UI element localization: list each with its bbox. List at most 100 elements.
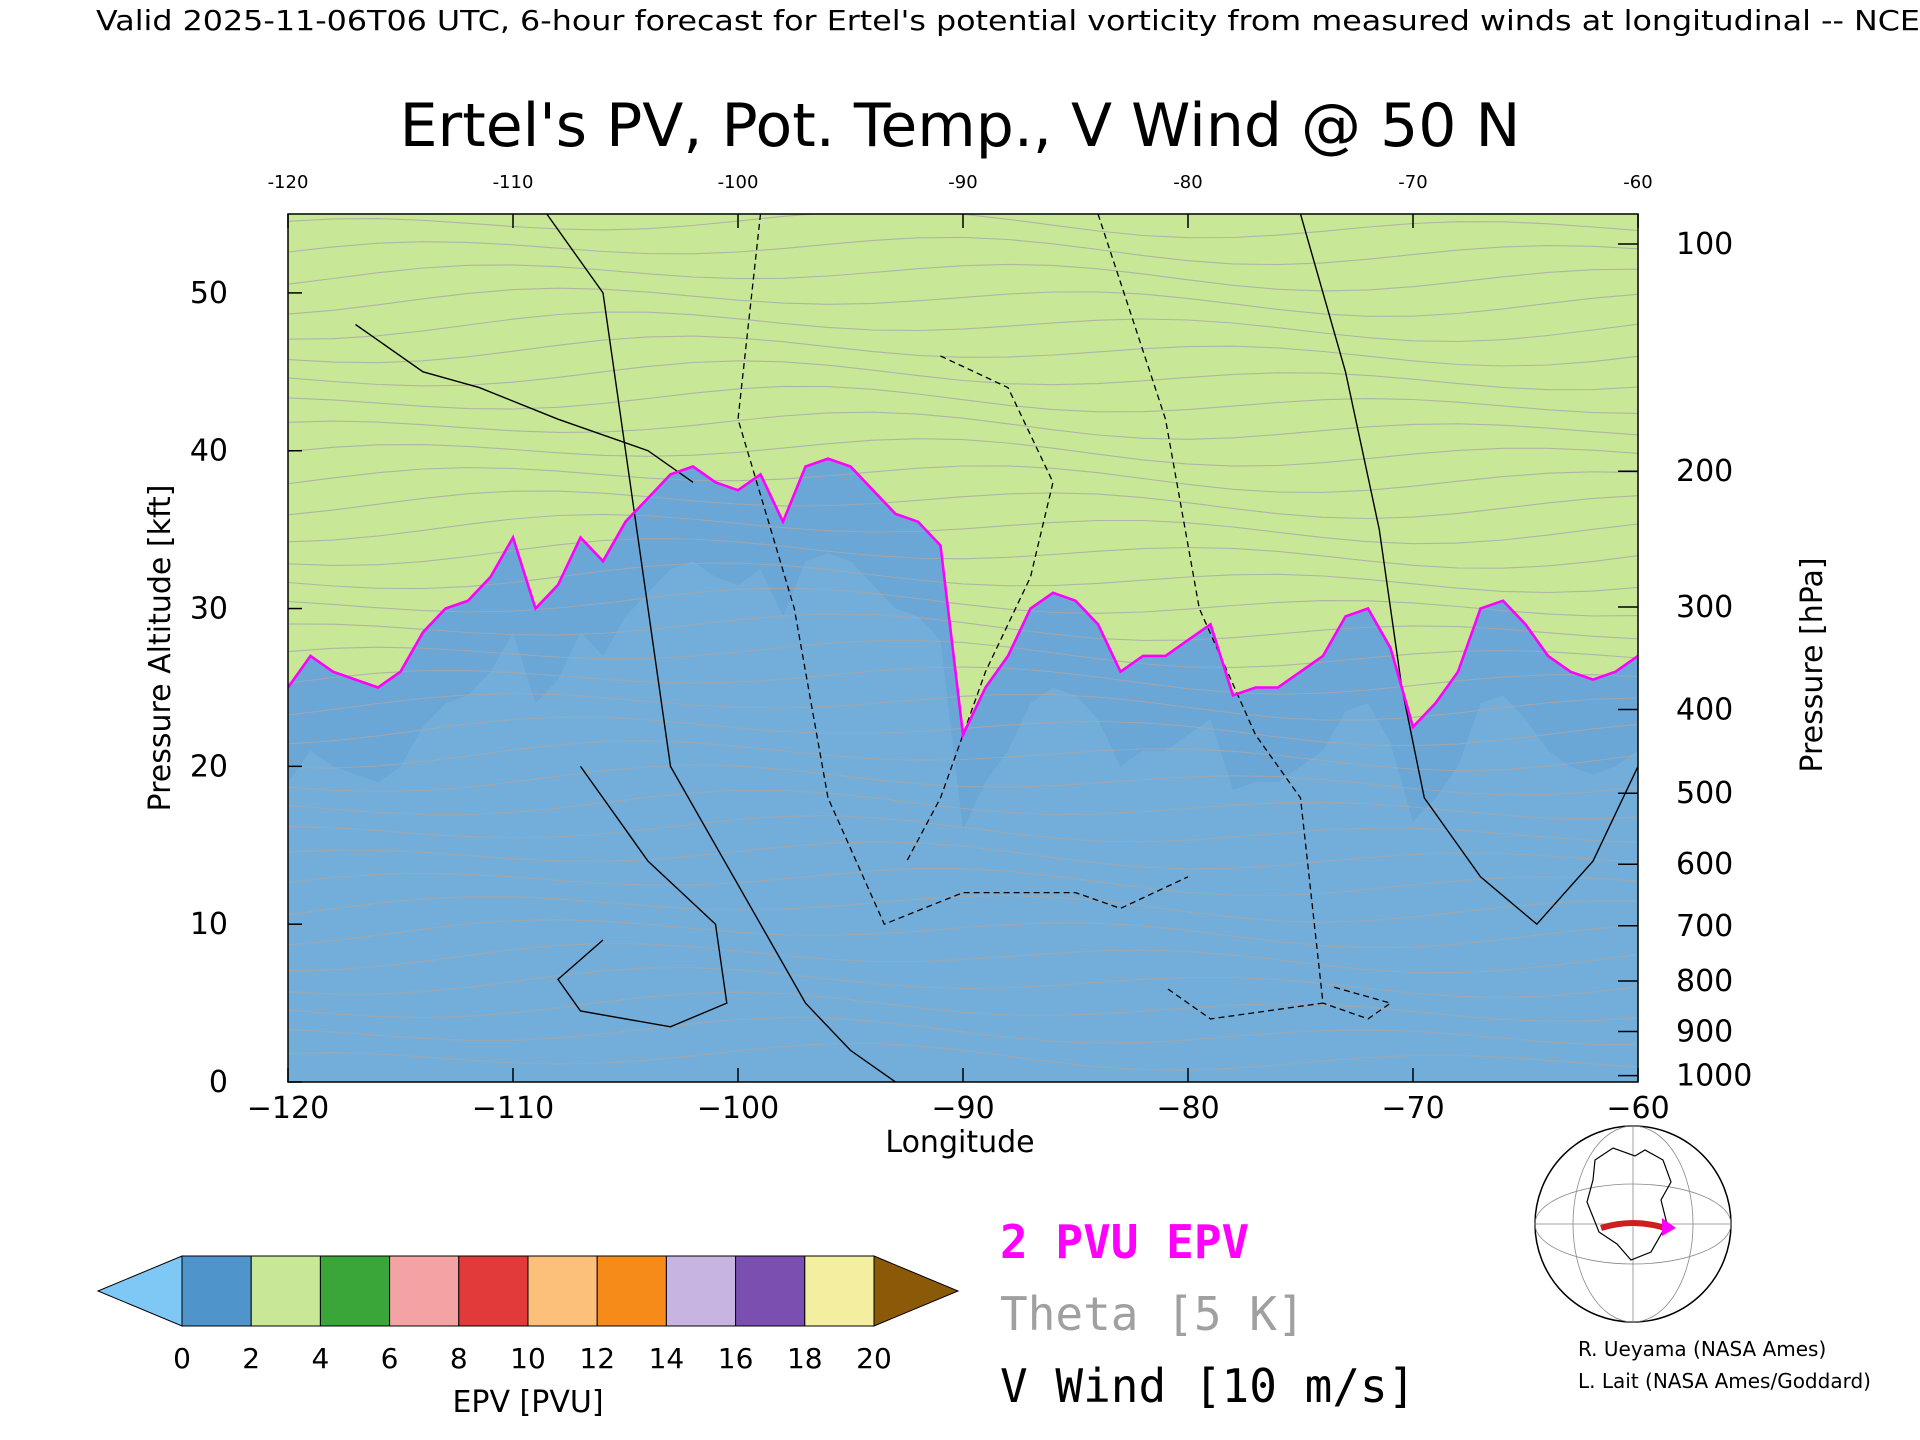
colorbar-tick-label: 10 (510, 1342, 546, 1375)
x-tick-label: −90 (931, 1091, 994, 1126)
pressure-tick-label: 900 (1676, 1014, 1733, 1049)
credit-line-2: L. Lait (NASA Ames/Goddard) (1578, 1369, 1871, 1393)
colorbar-segment (665, 1255, 737, 1327)
colorbar-tick-label: 16 (718, 1342, 754, 1375)
pv-2pvu-line (288, 457, 1638, 740)
theta-line (288, 411, 1638, 440)
plot-area (287, 213, 1639, 1083)
pressure-tick-label: 100 (1676, 227, 1733, 262)
colorbar-segment (527, 1255, 598, 1327)
theta-line (288, 438, 1638, 467)
theta-line (288, 360, 1638, 391)
x-tick-label: −100 (697, 1091, 779, 1126)
theta-line (288, 1016, 1638, 1046)
x-top-tick-label: -80 (1173, 172, 1202, 193)
x-top-tick-label: -110 (493, 172, 534, 193)
pressure-tick-label: 500 (1676, 776, 1733, 811)
inset-track (1600, 1220, 1666, 1231)
colorbar-under-triangle (96, 1255, 183, 1327)
x-top-tick-label: -120 (268, 172, 309, 193)
theta-line (288, 666, 1638, 695)
vwind-dashed-line (1097, 214, 1324, 1020)
theta-line (288, 513, 1638, 545)
vwind-line (355, 323, 694, 483)
y-tick-label: 0 (209, 1065, 228, 1100)
theta-line (288, 740, 1638, 772)
colorbar-segment (389, 1255, 460, 1327)
colorbar-segment (804, 1255, 875, 1327)
inset-map (1534, 1125, 1732, 1323)
pv-band (288, 214, 1638, 735)
inset-arrow (1662, 1218, 1676, 1236)
theta-line (288, 236, 1638, 266)
axes: −120 -120 −110 -110 −100 -100 −90 -90 −80 -80 −70 -… (190, 172, 1753, 1126)
vwind-dashed-line (906, 355, 1054, 862)
colorbar-tick-label: 8 (450, 1342, 468, 1375)
theta-line (288, 991, 1638, 1022)
pv-band-lower (288, 553, 1638, 1082)
colorbar-segment (319, 1255, 391, 1327)
x-tick-label: −110 (472, 1091, 554, 1126)
colorbar-over-triangle (873, 1255, 960, 1327)
theta-line (288, 385, 1638, 414)
x-tick-label: −120 (247, 1091, 329, 1126)
colorbar-segment (735, 1255, 806, 1327)
vwind-dashed-line (1322, 986, 1392, 1020)
legend-pv: 2 PVU EPV (1000, 1215, 1249, 1269)
theta-line (288, 311, 1638, 343)
pressure-tick-label: 400 (1676, 693, 1733, 728)
pressure-tick-label: 200 (1676, 454, 1733, 489)
x-tick-label: −70 (1381, 1091, 1444, 1126)
colorbar-tick-label: 14 (649, 1342, 685, 1375)
pressure-tick-label: 300 (1676, 590, 1733, 625)
y-tick-label: 10 (190, 907, 228, 942)
pressure-tick-label: 1000 (1676, 1059, 1752, 1094)
x-top-tick-label: -100 (718, 172, 759, 193)
pressure-tick-label: 600 (1676, 847, 1733, 882)
theta-line (288, 562, 1638, 594)
x-tick-label: −60 (1606, 1091, 1669, 1126)
legend-theta: Theta [5 K] (1000, 1287, 1305, 1341)
theta-line (288, 613, 1638, 641)
x-top-tick-label: -60 (1623, 172, 1652, 193)
colorbar-label: EPV [PVU] (452, 1385, 603, 1420)
colorbar-segment (181, 1255, 252, 1327)
y-axis-label: Pressure Altitude [kft] (143, 485, 178, 812)
forecast-header: Valid 2025-11-06T06 UTC, 6-hour forecast… (96, 4, 1920, 37)
colorbar-tick-label: 12 (579, 1342, 615, 1375)
theta-line (288, 942, 1638, 974)
colorbar-tick-label: 0 (173, 1342, 191, 1375)
colorbar-segment (596, 1255, 667, 1327)
theta-line (288, 1042, 1638, 1071)
colorbar-segment (458, 1255, 529, 1327)
theta-line (288, 263, 1638, 292)
theta-line (288, 919, 1638, 949)
theta-line (288, 537, 1638, 569)
y-tick-label: 30 (190, 592, 228, 627)
pressure-axis-label: Pressure [hPa] (1795, 557, 1830, 772)
theta-line (288, 287, 1638, 317)
theta-line (288, 335, 1638, 367)
theta-line (288, 465, 1638, 493)
pressure-tick-label: 800 (1676, 964, 1733, 999)
pv-colorbar: 0 2 4 6 8 10 12 14 16 18 20 (96, 1255, 960, 1375)
theta-line (288, 587, 1638, 617)
chart-title: Ertel's PV, Pot. Temp., V Wind @ 50 N (400, 91, 1521, 161)
pv-2pvu-contour (288, 457, 1638, 740)
x-axis-label: Longitude (885, 1125, 1034, 1160)
colorbar-tick-label: 18 (787, 1342, 823, 1375)
vwind-contours (355, 214, 1638, 1082)
vwind-dashed-line (737, 214, 1189, 926)
x-tick-label: −80 (1156, 1091, 1219, 1126)
colorbar-segment (250, 1255, 321, 1327)
vwind-line (546, 214, 896, 1082)
theta-line (288, 967, 1638, 999)
theta-line (288, 894, 1638, 923)
colorbar-tick-label: 4 (311, 1342, 329, 1375)
y-tick-label: 50 (190, 276, 228, 311)
y-tick-label: 20 (190, 749, 228, 784)
theta-line (288, 815, 1638, 843)
theta-line (288, 764, 1638, 796)
credit-line-1: R. Ueyama (NASA Ames) (1578, 1337, 1826, 1361)
